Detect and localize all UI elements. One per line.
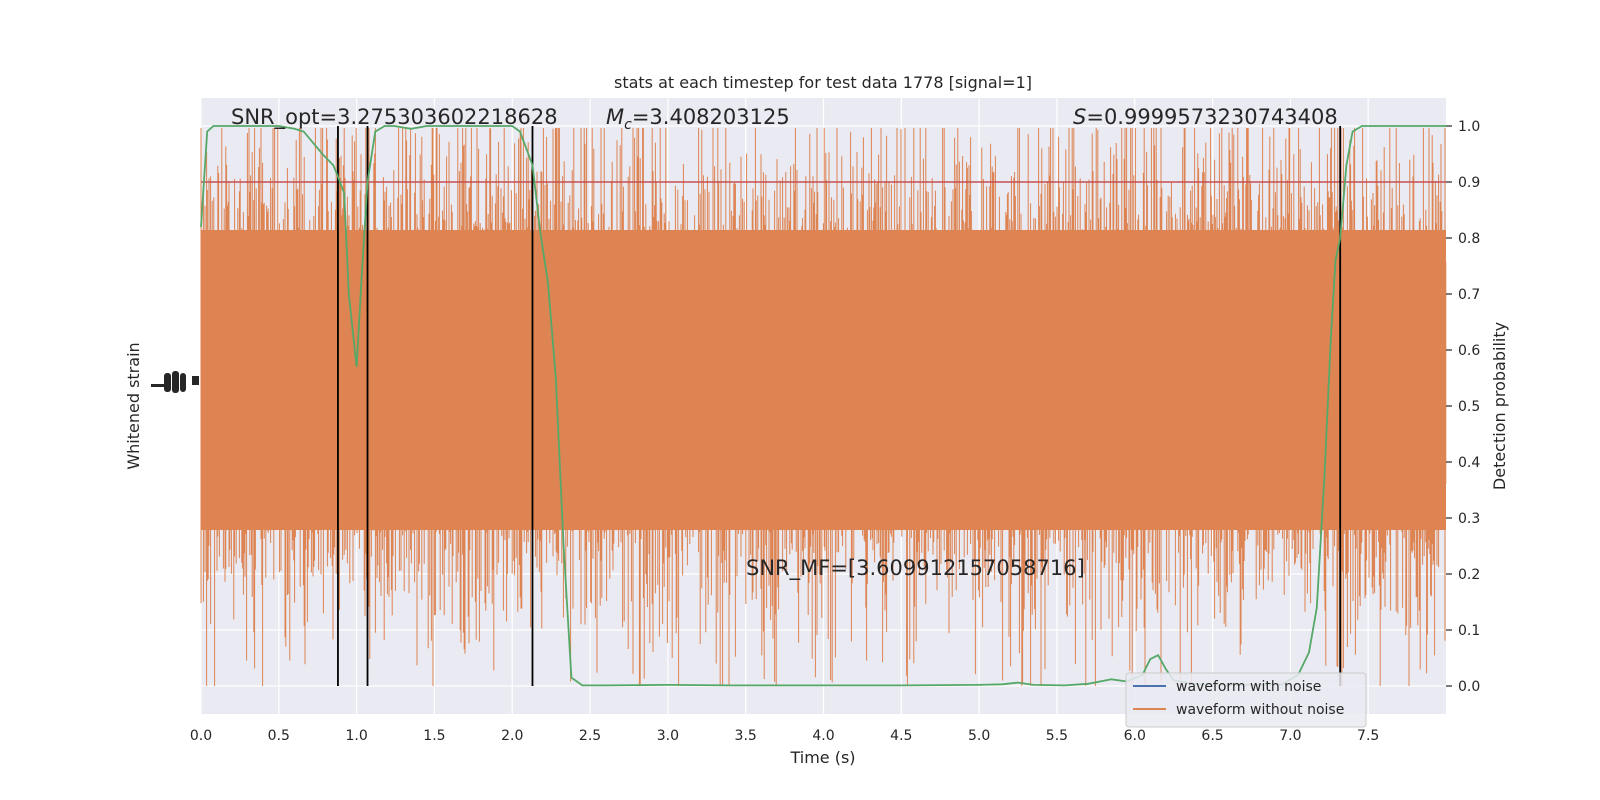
legend-label-without-noise: waveform without noise [1176,702,1344,718]
y-tick-label: 0.3 [1458,511,1480,527]
x-tick-label: 5.5 [1046,728,1068,744]
y-tick-label: 0.1 [1458,623,1480,639]
x-tick-label: 4.0 [812,728,834,744]
x-tick-label: 4.5 [890,728,912,744]
y-tick-label: 0.8 [1458,231,1480,247]
legend-box [1125,672,1367,728]
x-tick-label: 2.5 [579,728,601,744]
x-tick-label: 0.0 [190,728,212,744]
x-tick-label: 1.0 [345,728,367,744]
x-tick-label: 0.5 [268,728,290,744]
y-axis-right-ticks: 0.0 0.1 0.2 0.3 0.4 0.5 0.6 0.7 0.8 0.9 1.0 [1446,119,1480,695]
y-tick-label: 1.0 [1458,119,1480,135]
y-axis-right-label: Detection probability [1490,322,1509,490]
s-annotation: S=0.9999573230743408 [1073,105,1338,129]
chirp-mass-annotation: Mc=3.408203125 [606,105,790,133]
x-tick-label: 3.5 [735,728,757,744]
x-axis-ticks: 0.0 0.5 1.0 1.5 2.0 2.5 3.0 3.5 4.0 4.5 5.0 5.5 6.0 6… [190,728,1379,744]
chart-title: stats at each timestep for test data 177… [614,73,1032,92]
x-tick-label: 6.5 [1201,728,1223,744]
x-tick-label: 5.0 [968,728,990,744]
x-tick-label: 1.5 [423,728,445,744]
detection-probability-line [200,125,1446,687]
y-tick-label: 0.6 [1458,343,1480,359]
y-tick-label: 0.9 [1458,175,1480,191]
x-tick-label: 2.0 [501,728,523,744]
x-tick-label: 6.0 [1124,728,1146,744]
left-axis-tick-clutter [151,371,199,393]
y-tick-label: 0.5 [1458,399,1480,415]
snr-opt-annotation: SNR_opt=3.275303602218628 [231,105,558,130]
x-tick-label: 7.0 [1279,728,1301,744]
detection-probability-series [200,125,1446,687]
legend-label-with-noise: waveform with noise [1176,679,1321,695]
y-tick-label: 0.4 [1458,455,1480,471]
x-tick-label: 7.5 [1357,728,1379,744]
waveform-without-noise-series [200,128,1447,686]
y-tick-label: 0.0 [1458,679,1480,695]
x-tick-label: 3.0 [657,728,679,744]
snr-mf-annotation: SNR_MF=[3.609912157058716] [746,556,1085,581]
y-axis-left-label: Whitened strain [124,342,143,469]
y-tick-label: 0.2 [1458,567,1480,583]
x-axis-label: Time (s) [789,748,855,767]
legend: waveform with noise waveform without noi… [1125,672,1367,728]
waveform-without-noise-core [201,230,1446,530]
y-tick-label: 0.7 [1458,287,1480,303]
vertical-markers [337,126,1342,686]
